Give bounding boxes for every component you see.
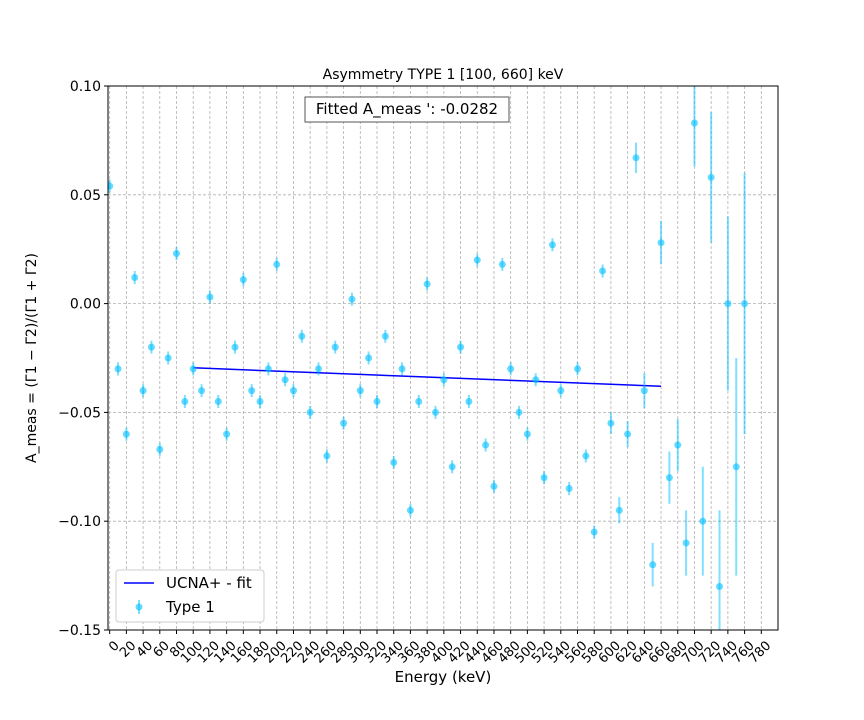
axes-frame — [107, 85, 779, 631]
x-axis-label: Energy (keV) — [395, 668, 492, 686]
y-tick-label: 0.05 — [70, 188, 101, 204]
data-point — [331, 343, 339, 351]
data-point — [716, 582, 724, 590]
data-point — [473, 256, 481, 264]
data-point — [122, 430, 130, 438]
data-point — [682, 539, 690, 547]
data-point — [173, 250, 181, 258]
data-point — [231, 343, 239, 351]
data-point — [340, 419, 348, 427]
data-point — [189, 365, 197, 373]
data-point — [741, 300, 749, 308]
chart-title: Asymmetry TYPE 1 [100, 660] keV — [323, 67, 564, 83]
y-tick-label: 0.00 — [70, 297, 101, 313]
data-point — [139, 387, 147, 395]
y-tick-label: −0.15 — [58, 623, 101, 639]
data-point — [632, 154, 640, 162]
legend-label: UCNA+ - fit — [166, 574, 252, 592]
data-point — [398, 365, 406, 373]
data-point — [423, 280, 431, 288]
data-point — [599, 267, 607, 275]
data-point — [248, 387, 256, 395]
data-point — [131, 273, 139, 281]
legend-label: Type 1 — [165, 598, 215, 616]
y-tick-label: −0.05 — [58, 405, 101, 421]
data-point — [523, 430, 531, 438]
data-point — [674, 441, 682, 449]
data-point — [256, 398, 264, 406]
data-point — [108, 182, 114, 190]
data-point — [181, 398, 189, 406]
data-point — [732, 463, 740, 471]
data-point — [440, 376, 448, 384]
data-point — [582, 452, 590, 460]
data-point — [624, 430, 632, 438]
data-point — [289, 387, 297, 395]
data-point — [707, 173, 715, 181]
grid — [108, 85, 778, 631]
data-point — [649, 561, 657, 569]
data-point — [214, 398, 222, 406]
data-point — [457, 343, 465, 351]
data-point — [381, 332, 389, 340]
data-point — [264, 365, 272, 373]
data-point — [114, 365, 122, 373]
y-tick-label: 0.10 — [70, 79, 101, 95]
data-point — [448, 463, 456, 471]
data-point — [490, 482, 498, 490]
data-point — [590, 528, 598, 536]
data-point — [607, 419, 615, 427]
data-point — [690, 119, 698, 127]
annotation-box — [304, 96, 510, 123]
data-point — [498, 260, 506, 268]
y-axis-label: A_meas = (Γ1 − Γ2)/(Γ1 + Γ2) — [24, 253, 40, 463]
data-point — [373, 398, 381, 406]
data-point — [507, 365, 515, 373]
data-point — [365, 354, 373, 362]
data-point — [431, 408, 439, 416]
data-point — [206, 293, 214, 301]
data-point — [348, 295, 356, 303]
data-point — [198, 387, 206, 395]
data-point — [657, 239, 665, 247]
data-point — [390, 458, 398, 466]
data-point — [615, 506, 623, 514]
data-point — [298, 332, 306, 340]
data-point — [273, 260, 281, 268]
data-point — [574, 365, 582, 373]
data-point — [640, 387, 648, 395]
data-point — [164, 354, 172, 362]
data-point — [482, 441, 490, 449]
data-point — [548, 241, 556, 249]
data-point — [406, 506, 414, 514]
y-tick-label: −0.10 — [58, 514, 101, 530]
data-point — [315, 365, 323, 373]
data-point — [515, 408, 523, 416]
data-point — [724, 300, 732, 308]
legend: UCNA+ - fit Type 1 — [115, 569, 265, 623]
data-point — [281, 376, 289, 384]
data-point — [532, 376, 540, 384]
data-point — [565, 485, 573, 493]
data-point — [557, 387, 565, 395]
data-point — [665, 474, 673, 482]
data-point — [356, 387, 364, 395]
data-point — [147, 343, 155, 351]
plot-area — [108, 86, 749, 630]
data-point — [699, 517, 707, 525]
data-point — [415, 398, 423, 406]
data-point — [540, 474, 548, 482]
data-point — [223, 430, 231, 438]
data-point — [465, 398, 473, 406]
data-point — [306, 408, 314, 416]
data-point — [156, 445, 164, 453]
data-point — [239, 276, 247, 284]
data-point — [323, 452, 331, 460]
legend-swatch — [135, 603, 143, 611]
annotation: Fitted A_meas ': -0.0282 — [316, 100, 498, 119]
